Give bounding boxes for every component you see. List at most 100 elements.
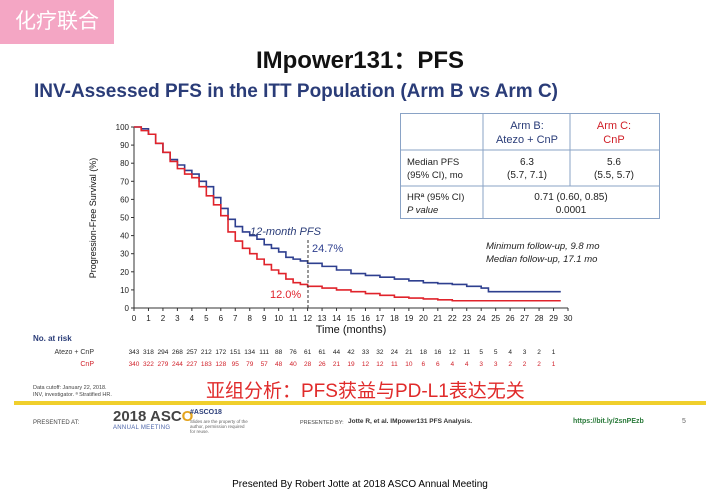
y-tick-label: 40 <box>120 232 129 241</box>
risk-count: 33 <box>361 349 370 356</box>
risk-count: 57 <box>260 361 268 368</box>
median-c-2: (5.5, 5.7) <box>594 170 634 181</box>
risk-count: 2 <box>537 349 541 356</box>
x-axis-label: Time (months) <box>316 324 387 336</box>
followup-min: Minimum follow-up, 9.8 mo <box>486 241 600 252</box>
curve-arm-c <box>134 126 561 302</box>
median-label-1: Median PFS <box>407 157 459 168</box>
x-tick-label: 17 <box>375 314 384 323</box>
x-tick-label: 5 <box>204 314 209 323</box>
x-tick-label: 3 <box>175 314 180 323</box>
risk-count: 48 <box>275 361 283 368</box>
risk-count: 2 <box>537 361 541 368</box>
risk-count: 11 <box>463 349 471 356</box>
risk-count: 294 <box>157 349 169 356</box>
y-tick-label: 90 <box>120 141 129 150</box>
risk-count: 2 <box>522 361 527 368</box>
risk-count: 12 <box>448 349 456 356</box>
risk-count: 279 <box>157 361 169 368</box>
risk-count: 40 <box>289 361 297 368</box>
x-tick-label: 18 <box>390 314 399 323</box>
risk-count: 10 <box>405 361 413 368</box>
risk-count: 95 <box>231 361 239 368</box>
risk-count: 111 <box>259 349 270 356</box>
x-tick-label: 2 <box>161 314 166 323</box>
x-tick-label: 29 <box>549 314 558 323</box>
risk-count: 61 <box>318 349 326 356</box>
risk-count: 268 <box>171 349 183 356</box>
x-tick-label: 21 <box>433 314 442 323</box>
risk-count: 151 <box>229 349 241 356</box>
subgroup-note: 亚组分析：PFS获益与PD-L1表达无关 <box>206 381 525 402</box>
risk-count: 183 <box>200 361 212 368</box>
risk-table-title: No. at risk <box>33 334 72 343</box>
risk-count: 42 <box>347 349 355 356</box>
x-tick-label: 12 <box>303 314 312 323</box>
y-tick-label: 100 <box>116 123 130 132</box>
risk-count: 28 <box>303 361 312 368</box>
hashtag-note: Slides are the property of the author, p… <box>190 419 248 434</box>
hr-label-1: HRª (95% CI) <box>407 192 464 203</box>
short-url[interactable]: https://bit.ly/2snPEzb <box>573 418 644 425</box>
risk-count: 44 <box>332 349 341 356</box>
risk-count: 24 <box>390 349 399 356</box>
risk-count: 322 <box>143 361 154 368</box>
x-tick-label: 13 <box>318 314 327 323</box>
page-number: 5 <box>682 418 686 425</box>
arm-c-header-1: Arm C: <box>597 120 631 132</box>
risk-count: 227 <box>186 361 198 368</box>
risk-count: 212 <box>200 349 212 356</box>
risk-count: 4 <box>508 349 512 356</box>
median-b-1: 6.3 <box>520 157 534 168</box>
x-tick-label: 8 <box>248 314 253 323</box>
risk-label-arm-b: Atezo + CnP <box>54 349 95 356</box>
risk-count: 18 <box>419 349 427 356</box>
risk-count: 2 <box>508 361 512 368</box>
slide-title: IMpower131：PFS <box>255 47 465 74</box>
risk-count: 128 <box>215 361 227 368</box>
median-b-2: (5.7, 7.1) <box>507 170 547 181</box>
x-tick-label: 1 <box>146 314 151 323</box>
x-tick-label: 14 <box>332 314 341 323</box>
presented-at-label: PRESENTED AT: <box>33 420 80 426</box>
y-tick-label: 20 <box>120 268 129 277</box>
results-table: Arm B: Atezo + CnP Arm C: CnP Median PFS… <box>400 113 660 219</box>
risk-count: 244 <box>171 361 183 368</box>
x-tick-label: 23 <box>462 314 471 323</box>
risk-count: 340 <box>128 361 140 368</box>
risk-count: 1 <box>551 349 556 356</box>
hr-label-2: P value <box>407 205 438 216</box>
x-tick-label: 7 <box>233 314 238 323</box>
x-tick-label: 28 <box>535 314 544 323</box>
risk-count: 5 <box>493 349 498 356</box>
presented-by-label: PRESENTED BY: <box>300 420 344 426</box>
y-tick-label: 60 <box>120 195 129 204</box>
data-cutoff: Data cutoff: January 22, 2018. <box>33 385 107 391</box>
risk-label-arm-c: CnP <box>80 361 94 368</box>
x-tick-label: 27 <box>520 314 529 323</box>
arm-c-12m-value: 12.0% <box>270 289 301 301</box>
hashtag: #ASCO18 <box>190 409 222 416</box>
x-tick-label: 6 <box>219 314 224 323</box>
risk-count: 172 <box>215 349 227 356</box>
x-tick-label: 19 <box>404 314 413 323</box>
risk-count: 32 <box>376 349 384 356</box>
risk-count: 1 <box>551 361 556 368</box>
x-tick-label: 10 <box>274 314 283 323</box>
x-tick-label: 9 <box>262 314 267 323</box>
risk-count: 3 <box>522 349 527 356</box>
author-citation: Jotte R, et al. IMpower131 PFS Analysis. <box>348 418 473 425</box>
asco-meeting: ANNUAL MEETING <box>113 425 171 431</box>
asco-word: ASC <box>150 408 182 425</box>
risk-count: 343 <box>128 349 140 356</box>
hr-value-1: 0.71 (0.60, 0.85) <box>534 192 607 203</box>
section-tag: 化疗联合 <box>0 0 114 44</box>
x-tick-label: 24 <box>477 314 486 323</box>
risk-count: 6 <box>421 361 426 368</box>
y-axis-label: Progression-Free Survival (%) <box>88 158 98 279</box>
risk-count: 318 <box>143 349 154 356</box>
risk-count: 21 <box>332 361 341 368</box>
x-tick-label: 16 <box>361 314 370 323</box>
y-tick-label: 80 <box>120 159 129 168</box>
